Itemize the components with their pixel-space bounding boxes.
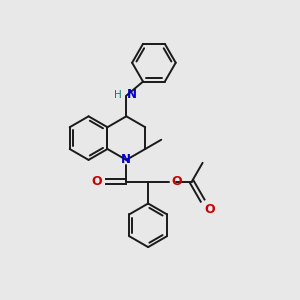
Text: N: N: [121, 153, 131, 167]
Text: O: O: [91, 175, 102, 188]
Text: O: O: [172, 175, 182, 188]
Text: N: N: [127, 88, 137, 101]
Text: O: O: [205, 202, 215, 216]
Text: H: H: [114, 90, 122, 100]
